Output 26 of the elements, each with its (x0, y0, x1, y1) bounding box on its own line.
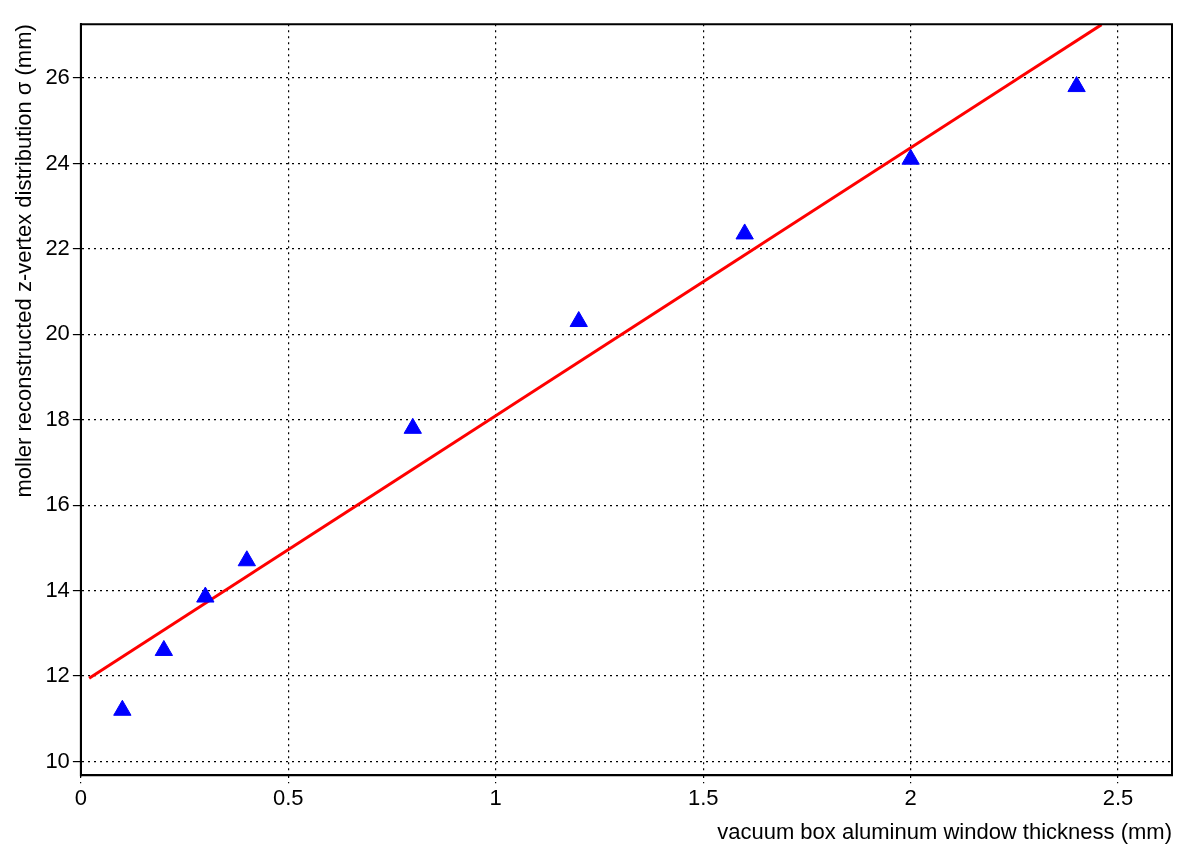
point (735, 223, 754, 240)
point (1067, 76, 1086, 93)
y-tick-label: 24 (45, 149, 70, 175)
x-tick-label: 0 (74, 785, 87, 811)
point (403, 417, 422, 434)
point (901, 148, 920, 165)
y-tick-label: 10 (45, 747, 70, 773)
point (237, 550, 256, 567)
y-tick-label: 18 (45, 405, 70, 431)
point (569, 311, 588, 328)
x-tick-label: 1 (489, 785, 502, 811)
x-tick-label: 1.5 (687, 785, 719, 811)
y-tick-label: 16 (45, 491, 70, 517)
point (154, 639, 174, 656)
x-tick-label: 2.5 (1102, 785, 1134, 811)
y-tick-label: 22 (45, 234, 70, 260)
y-tick-label: 20 (45, 320, 70, 346)
x-tick-label: 0.5 (273, 785, 304, 811)
x-axis-title: vacuum box aluminum window thickness (mm) (717, 818, 1172, 844)
point (196, 586, 215, 603)
y-tick-label: 12 (45, 662, 70, 688)
y-tick-label: 26 (45, 64, 70, 90)
y-tick-label: 14 (45, 576, 70, 602)
point (113, 699, 132, 716)
y-axis-title: moller reconstructed z-vertex distribution σ (mm) (11, 24, 37, 498)
x-tick-label: 2 (904, 785, 917, 811)
